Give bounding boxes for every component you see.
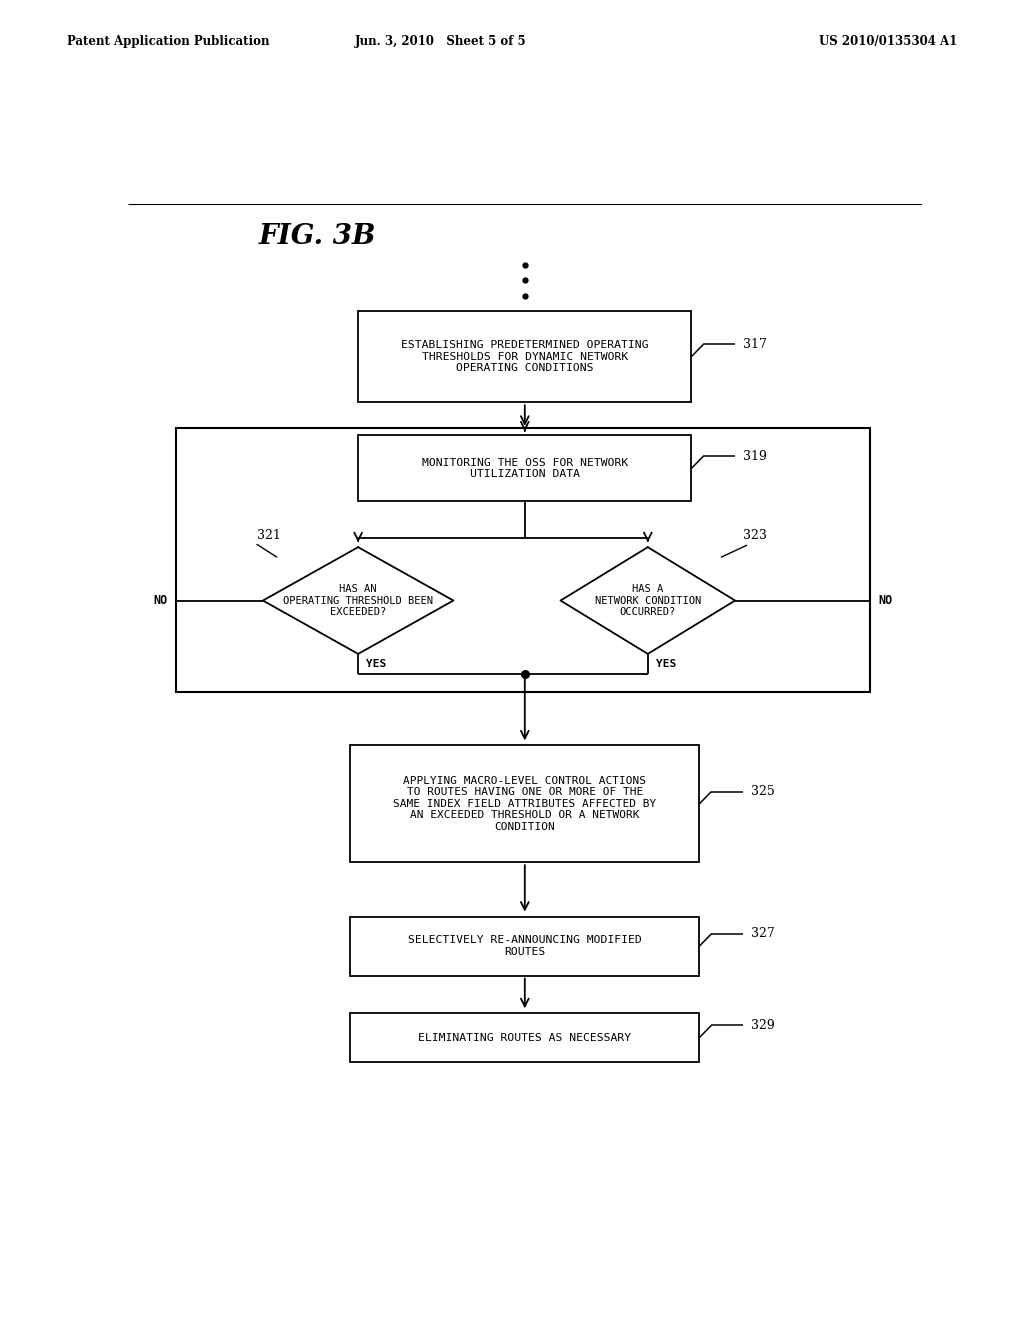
Text: SELECTIVELY RE-ANNOUNCING MODIFIED
ROUTES: SELECTIVELY RE-ANNOUNCING MODIFIED ROUTE… [408,936,642,957]
Text: ELIMINATING ROUTES AS NECESSARY: ELIMINATING ROUTES AS NECESSARY [418,1032,632,1043]
Bar [350,1014,699,1063]
Text: MONITORING THE OSS FOR NETWORK
UTILIZATION DATA: MONITORING THE OSS FOR NETWORK UTILIZATI… [422,458,628,479]
Text: 321: 321 [257,529,281,543]
Bar [176,428,870,692]
Text: 327: 327 [751,928,775,940]
Text: FIG. 3B: FIG. 3B [259,223,377,251]
Text: Jun. 3, 2010   Sheet 5 of 5: Jun. 3, 2010 Sheet 5 of 5 [354,34,526,48]
Bar [350,746,699,862]
Text: 323: 323 [743,529,767,543]
Text: 325: 325 [751,785,775,799]
Text: ESTABLISHING PREDETERMINED OPERATING
THRESHOLDS FOR DYNAMIC NETWORK
OPERATING CO: ESTABLISHING PREDETERMINED OPERATING THR… [401,341,648,374]
Text: YES: YES [367,659,386,669]
Bar [350,916,699,975]
Text: US 2010/0135304 A1: US 2010/0135304 A1 [819,34,957,48]
Bar [358,436,691,502]
Text: 329: 329 [751,1019,775,1032]
Bar [358,312,691,403]
Text: 317: 317 [743,338,767,351]
Text: NO: NO [878,594,892,607]
Text: 319: 319 [743,450,767,463]
Text: HAS A
NETWORK CONDITION
OCCURRED?: HAS A NETWORK CONDITION OCCURRED? [595,583,701,618]
Text: YES: YES [655,659,676,669]
Text: APPLYING MACRO-LEVEL CONTROL ACTIONS
TO ROUTES HAVING ONE OR MORE OF THE
SAME IN: APPLYING MACRO-LEVEL CONTROL ACTIONS TO … [393,776,656,832]
Text: NO: NO [154,594,168,607]
Text: Patent Application Publication: Patent Application Publication [67,34,269,48]
Text: HAS AN
OPERATING THRESHOLD BEEN
EXCEEDED?: HAS AN OPERATING THRESHOLD BEEN EXCEEDED… [284,583,433,618]
